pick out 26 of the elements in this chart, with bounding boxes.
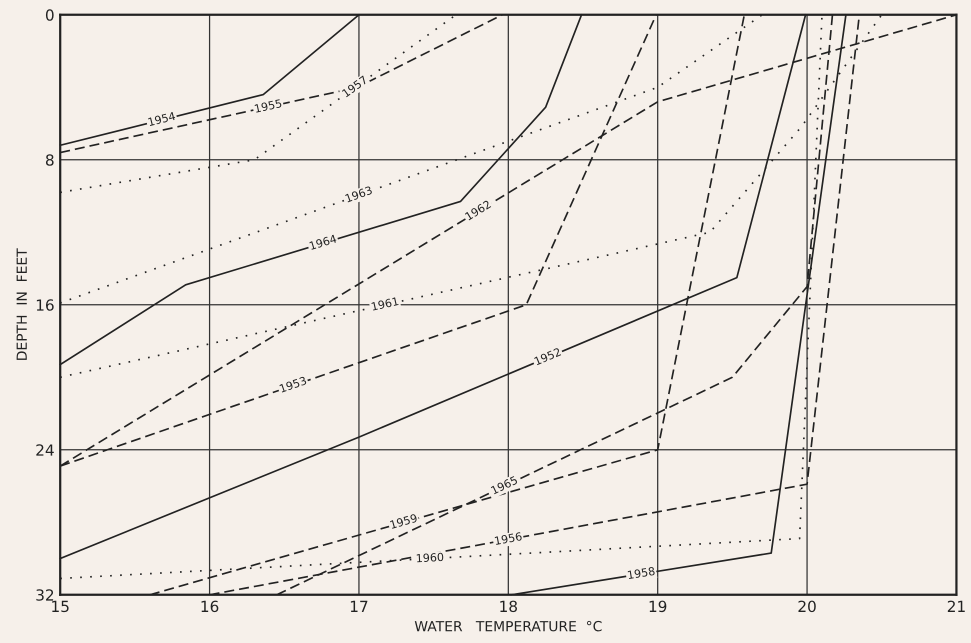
series-label: 1960 xyxy=(416,552,444,562)
text: 1959 xyxy=(390,514,418,529)
x-axis-title: WATER TEMPERATURE °C xyxy=(414,620,602,632)
text: 1954 xyxy=(148,112,176,126)
text: 1958 xyxy=(628,566,655,580)
text: 1956 xyxy=(494,532,522,546)
y-tick-label: 24 xyxy=(36,444,54,456)
text: 1953 xyxy=(279,376,307,393)
text: 1965 xyxy=(490,476,518,495)
text: 1952 xyxy=(534,348,562,366)
x-tick-label: 16 xyxy=(202,600,218,612)
y-tick-label: 16 xyxy=(36,299,54,311)
text: 1955 xyxy=(254,98,282,113)
y-tick-label: 8 xyxy=(46,154,54,166)
y-axis-title: DEPTH IN FEET xyxy=(16,248,27,360)
x-tick-label: 15 xyxy=(52,600,69,612)
text: 1963 xyxy=(345,186,372,203)
text: 1961 xyxy=(371,296,399,311)
text: 1964 xyxy=(309,234,337,250)
x-tick-label: 20 xyxy=(798,600,816,612)
y-tick-label: 0 xyxy=(46,9,54,21)
y-tick-label: 32 xyxy=(36,589,54,601)
x-tick-label: 19 xyxy=(650,600,666,612)
x-tick-label: 18 xyxy=(500,600,517,612)
x-tick-label: 17 xyxy=(350,600,368,612)
x-tick-label: 21 xyxy=(948,600,965,612)
